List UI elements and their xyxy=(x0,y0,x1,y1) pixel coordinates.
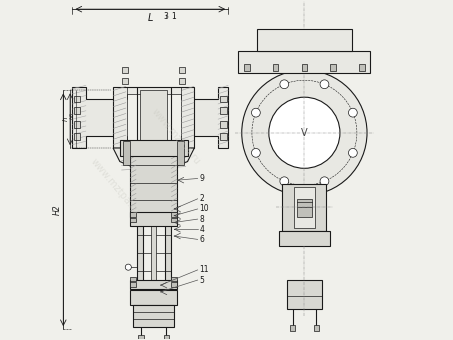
Circle shape xyxy=(125,264,131,270)
Bar xyxy=(130,277,136,282)
Bar xyxy=(120,139,188,156)
Circle shape xyxy=(320,177,329,186)
Bar xyxy=(137,217,143,289)
Bar xyxy=(221,121,226,128)
Bar xyxy=(164,335,169,340)
Bar xyxy=(74,96,80,102)
Bar xyxy=(130,282,136,287)
Bar xyxy=(126,94,181,141)
Ellipse shape xyxy=(279,101,330,165)
Circle shape xyxy=(348,149,357,157)
Bar xyxy=(171,277,178,282)
Circle shape xyxy=(251,108,260,117)
Bar xyxy=(121,67,128,73)
Bar xyxy=(130,280,178,289)
Bar xyxy=(179,67,185,73)
Text: 6: 6 xyxy=(199,235,204,244)
Text: 1: 1 xyxy=(172,12,176,21)
Bar xyxy=(130,290,178,305)
Bar xyxy=(244,64,250,71)
Text: H2: H2 xyxy=(53,204,62,215)
Bar xyxy=(74,133,80,139)
Bar xyxy=(279,231,330,246)
Bar xyxy=(178,141,184,165)
Text: 4: 4 xyxy=(199,225,204,234)
Text: 8: 8 xyxy=(199,215,204,224)
Text: 11: 11 xyxy=(199,266,209,274)
Text: L: L xyxy=(148,13,153,22)
Text: 9: 9 xyxy=(199,174,204,183)
Circle shape xyxy=(251,149,260,157)
Bar xyxy=(290,325,295,331)
Bar xyxy=(171,218,178,222)
Bar xyxy=(221,133,226,139)
Polygon shape xyxy=(113,148,194,172)
Text: h6: h6 xyxy=(70,112,75,119)
Bar xyxy=(330,64,336,71)
Text: 2: 2 xyxy=(199,194,204,203)
Bar xyxy=(113,87,194,148)
Text: www.mztpa.ru: www.mztpa.ru xyxy=(88,157,141,217)
Bar xyxy=(74,107,80,114)
Bar xyxy=(123,141,130,165)
Bar xyxy=(171,212,178,217)
Text: 10: 10 xyxy=(199,204,209,214)
Bar xyxy=(313,325,319,331)
Bar xyxy=(302,64,307,71)
Bar xyxy=(139,335,144,340)
Bar xyxy=(133,305,174,327)
Bar xyxy=(221,107,226,114)
Circle shape xyxy=(269,97,340,168)
Bar xyxy=(238,51,371,73)
Bar xyxy=(287,280,322,309)
Circle shape xyxy=(320,80,329,89)
Bar xyxy=(221,96,226,102)
Text: h: h xyxy=(63,117,69,121)
Bar xyxy=(294,187,314,227)
Circle shape xyxy=(242,70,367,196)
Text: V: V xyxy=(301,128,308,138)
Text: 5: 5 xyxy=(199,275,204,285)
Bar xyxy=(273,64,278,71)
Bar xyxy=(164,217,171,289)
Bar xyxy=(140,90,167,144)
Bar xyxy=(179,78,185,84)
Bar xyxy=(130,148,178,217)
Bar xyxy=(257,30,352,51)
Bar xyxy=(359,64,365,71)
Bar xyxy=(130,218,136,222)
Bar xyxy=(151,217,156,289)
Text: 3: 3 xyxy=(163,12,168,21)
Bar xyxy=(130,212,136,217)
Circle shape xyxy=(348,108,357,117)
Circle shape xyxy=(280,80,289,89)
Bar xyxy=(297,199,312,217)
Bar xyxy=(74,121,80,128)
Bar xyxy=(130,212,178,226)
Polygon shape xyxy=(72,87,228,148)
Circle shape xyxy=(280,177,289,186)
Bar xyxy=(171,282,178,287)
Bar xyxy=(282,184,327,231)
Text: www.mztpa.ru: www.mztpa.ru xyxy=(149,106,202,166)
Bar xyxy=(121,78,128,84)
